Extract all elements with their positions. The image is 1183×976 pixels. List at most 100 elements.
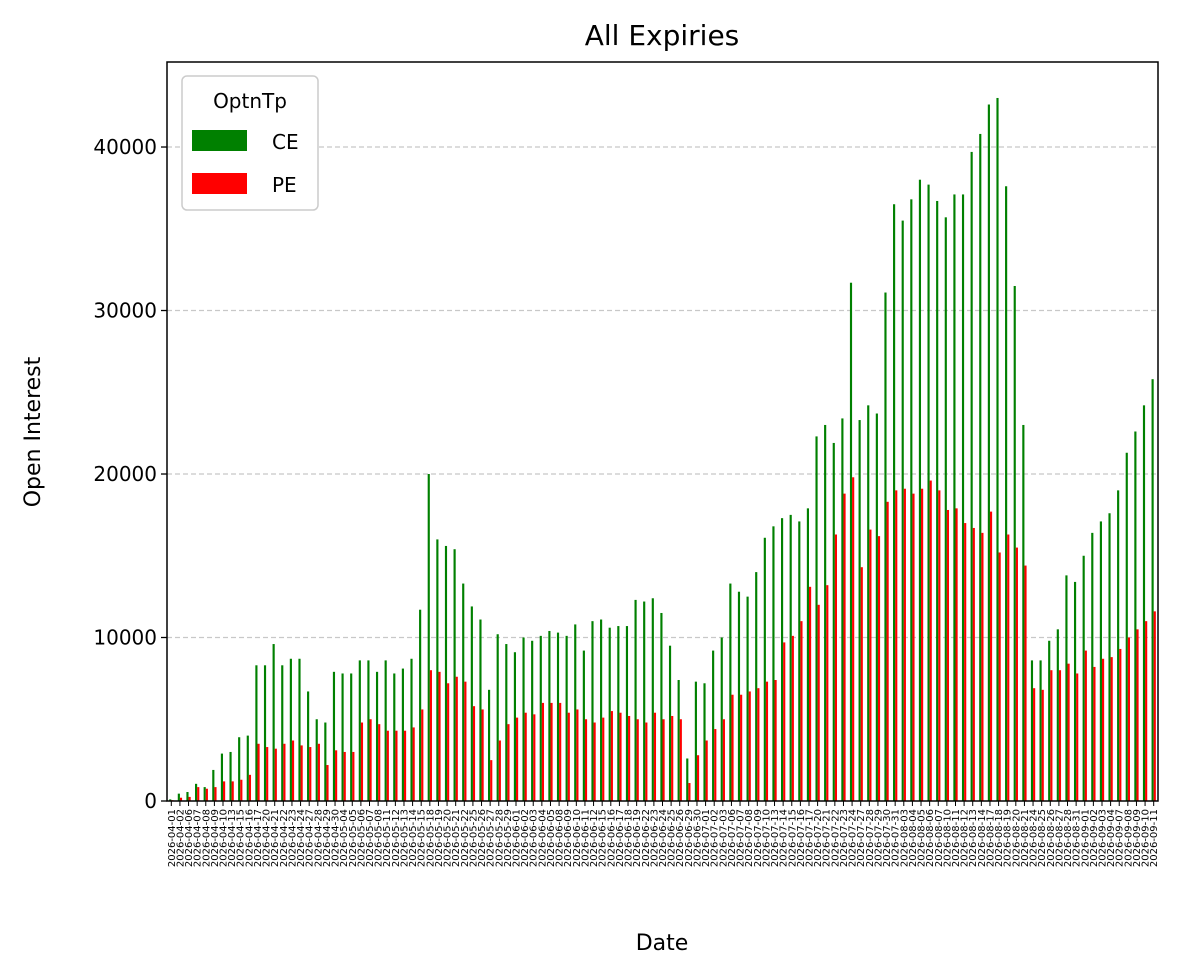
bar-ce <box>703 683 706 801</box>
bar-pe <box>464 681 467 801</box>
bar-pe <box>696 755 700 801</box>
bar-pe <box>223 781 226 801</box>
bar-ce <box>694 681 697 801</box>
bar-ce <box>315 719 318 801</box>
bar-ce <box>858 420 861 801</box>
bar-ce <box>1142 405 1146 801</box>
bar-ce <box>436 539 439 801</box>
bar-pe <box>309 747 312 801</box>
x-tick-label: 2026-04-08 <box>201 809 212 867</box>
bar-ce <box>401 668 404 801</box>
x-tick-label: 2026-05-21 <box>451 809 462 867</box>
x-tick-label: 2026-05-26 <box>477 809 488 867</box>
x-tick-label: 2026-07-31 <box>891 809 902 867</box>
x-tick-label: 2026-08-21 <box>1020 809 1031 867</box>
x-tick-label: 2026-09-09 <box>1132 809 1143 867</box>
x-tick-label: 2026-06-18 <box>624 809 635 867</box>
bar-pe <box>679 719 682 801</box>
bar-pe <box>240 779 243 801</box>
x-tick-label: 2026-04-29 <box>322 809 333 867</box>
bar-pe <box>610 711 613 801</box>
bar-ce <box>1117 490 1120 801</box>
bar-ce <box>496 634 499 801</box>
bar-pe <box>1110 657 1113 801</box>
bar-pe <box>438 671 441 801</box>
bar-ce <box>660 612 663 801</box>
bar-pe <box>946 509 950 801</box>
bar-pe <box>843 493 846 801</box>
bar-ce <box>556 632 560 801</box>
x-tick-label: 2026-05-04 <box>339 809 350 867</box>
bar-pe <box>1136 629 1139 801</box>
bar-ce <box>350 673 353 801</box>
bar-pe <box>335 750 338 801</box>
bar-pe <box>1101 658 1105 801</box>
bar-pe <box>619 712 622 801</box>
bar-ce <box>419 609 422 801</box>
bar-ce <box>677 680 680 801</box>
bar-pe <box>369 719 372 801</box>
x-tick-label: 2026-07-23 <box>839 809 850 867</box>
bar-ce <box>1151 379 1154 801</box>
bar-pe <box>808 586 812 801</box>
x-tick-label: 2026-04-17 <box>253 809 264 867</box>
x-tick-label: 2026-06-12 <box>589 809 600 867</box>
bar-pe <box>455 676 458 801</box>
bar-pe <box>1033 688 1036 801</box>
bar-pe <box>1084 650 1087 801</box>
bar-ce <box>539 635 542 801</box>
bar-pe <box>567 712 570 801</box>
bar-ce <box>849 282 853 802</box>
bar-ce <box>203 787 206 801</box>
bar-ce <box>867 405 870 801</box>
bar-pe <box>533 714 536 801</box>
bar-pe <box>447 683 450 801</box>
x-tick-label: 2026-09-03 <box>1097 809 1108 867</box>
x-tick-label: 2026-08-04 <box>908 809 919 867</box>
bar-pe <box>386 730 389 801</box>
x-tick-label: 2026-04-28 <box>313 809 324 867</box>
x-tick-label: 2026-07-20 <box>813 809 824 867</box>
bar-ce <box>531 640 534 801</box>
bar-pe <box>645 722 648 801</box>
bar-ce <box>798 521 801 801</box>
legend-title: OptnTp <box>213 89 287 113</box>
bar-pe <box>671 715 674 801</box>
bar-ce <box>1065 575 1068 801</box>
bar-ce <box>737 591 741 801</box>
bar-pe <box>584 719 588 801</box>
x-tick-label: 2026-04-21 <box>270 809 281 867</box>
bar-ce <box>936 200 939 801</box>
x-tick-label: 2026-05-20 <box>443 809 454 867</box>
bar-pe <box>541 702 545 801</box>
x-tick-label: 2026-07-29 <box>873 809 884 867</box>
bar-ce <box>246 735 249 801</box>
x-tick-label: 2026-08-10 <box>942 809 953 867</box>
bar-ce <box>487 689 491 801</box>
x-tick-label: 2026-08-27 <box>1054 809 1065 867</box>
bar-pe <box>938 490 941 801</box>
x-tick-label: 2026-07-14 <box>779 809 790 867</box>
x-tick-label: 2026-05-25 <box>468 809 479 867</box>
bar-ce <box>272 644 275 801</box>
x-tick-label: 2026-04-16 <box>244 809 255 867</box>
bar-ce <box>444 545 448 801</box>
x-tick-label: 2026-07-07 <box>736 809 747 867</box>
bar-pe <box>326 765 329 801</box>
bar-ce <box>1030 660 1034 801</box>
x-tick-label: 2026-06-01 <box>512 809 523 867</box>
bar-pe <box>1024 565 1027 801</box>
bar-ce <box>944 217 947 801</box>
bars <box>169 97 1156 802</box>
bar-pe <box>197 787 200 801</box>
bar-pe <box>352 751 355 801</box>
bar-ce <box>1013 285 1016 801</box>
bar-ce <box>901 220 904 802</box>
bar-pe <box>877 536 881 801</box>
x-tick-label: 2026-08-05 <box>917 809 928 867</box>
x-tick-label: 2026-08-14 <box>977 809 988 867</box>
bar-ce <box>513 652 517 801</box>
x-tick-label: 2026-07-28 <box>865 809 876 867</box>
bar-pe <box>490 760 493 801</box>
